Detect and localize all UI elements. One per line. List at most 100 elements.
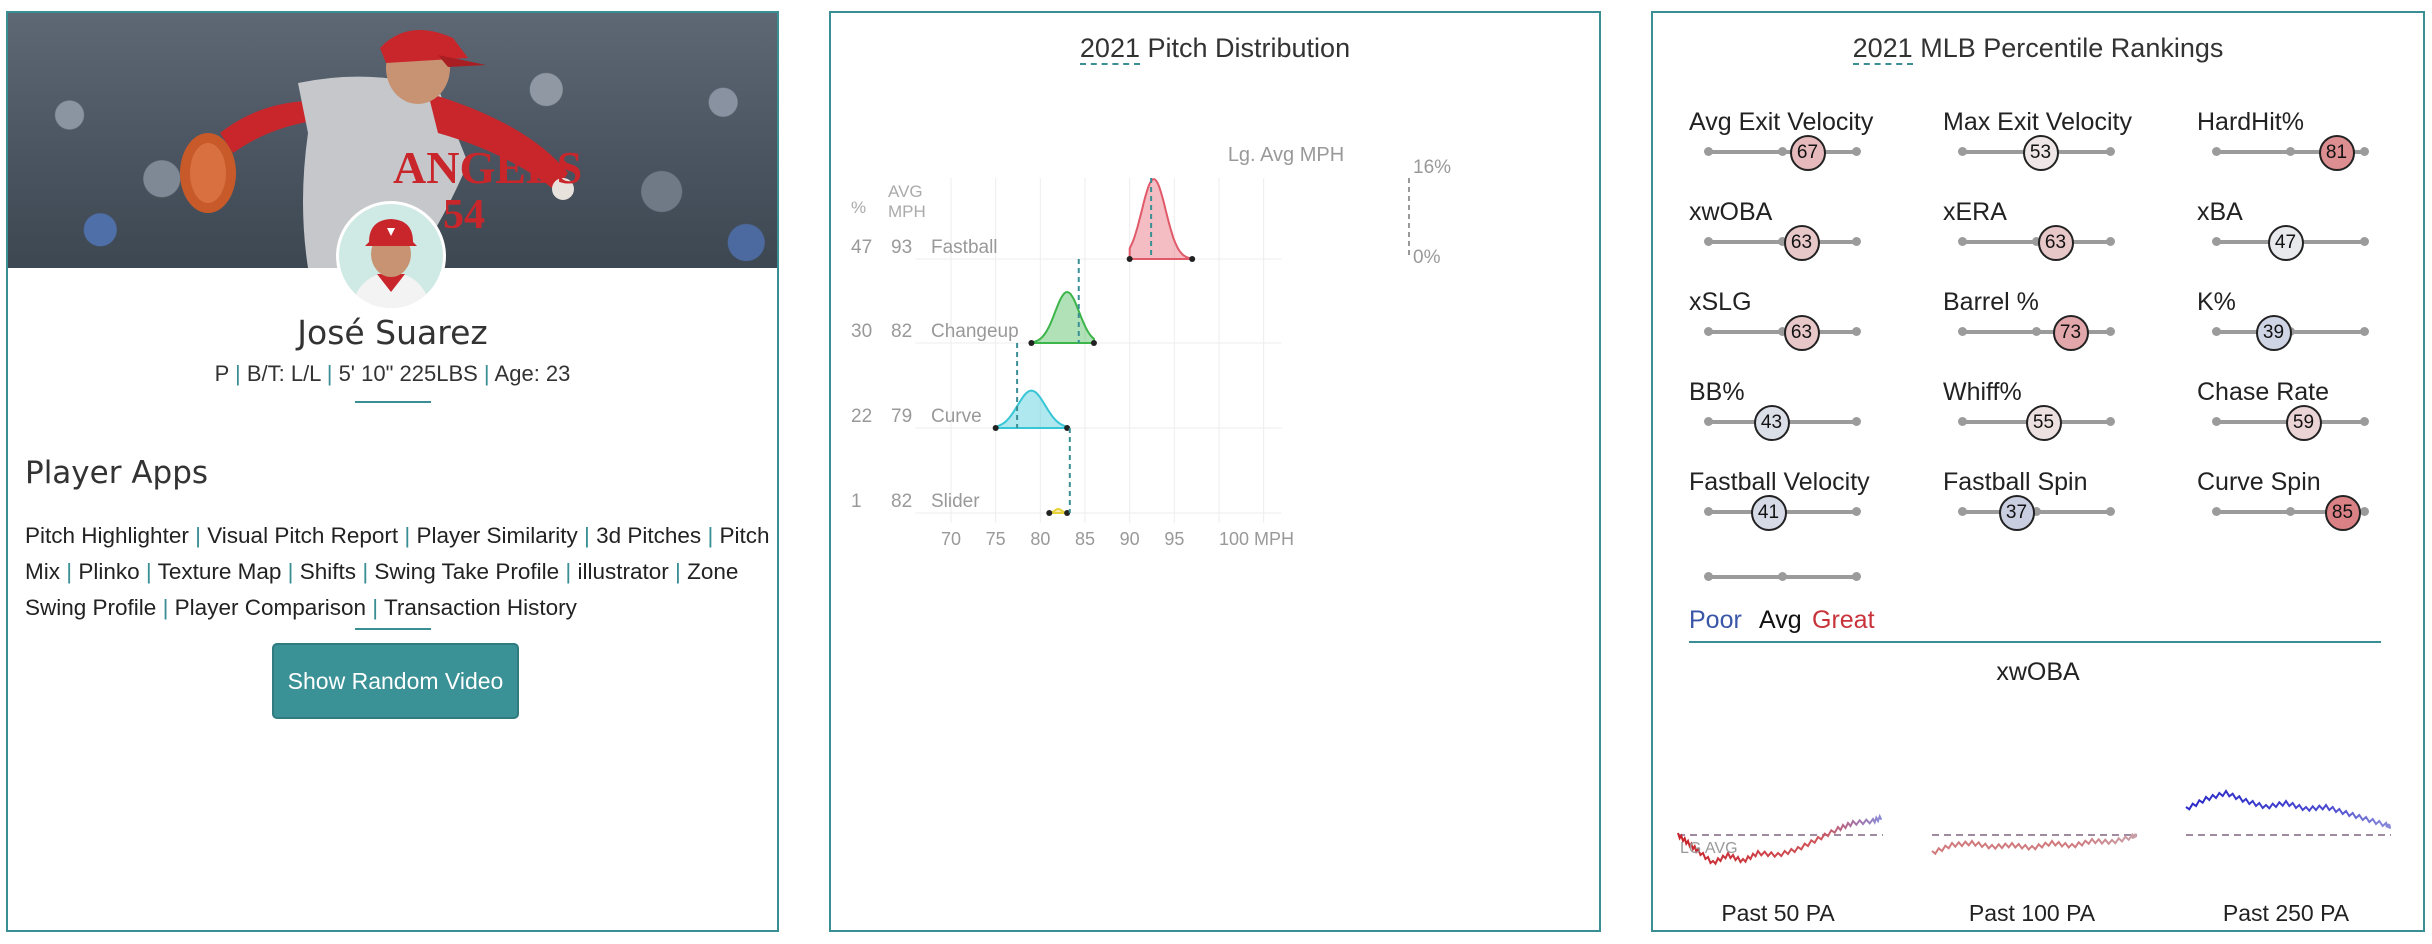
pitch-distribution-title: 2021 Pitch Distribution <box>1079 33 1351 65</box>
range-endpoint <box>1064 510 1071 516</box>
pitch-avg-mph: 93 <box>891 237 912 258</box>
metric-track-dot <box>1778 147 1787 156</box>
app-link-pitch-highlighter[interactable]: Pitch Highlighter <box>25 523 189 548</box>
metric-k-[interactable]: K% 39 <box>2197 288 2432 368</box>
show-random-video-button[interactable]: Show Random Video <box>272 643 519 719</box>
app-link-player-similarity[interactable]: Player Similarity <box>416 523 578 548</box>
x-tick-label: 100 MPH <box>1219 529 1294 549</box>
metric-track-dot <box>2286 507 2295 516</box>
col-mph-header: MPH <box>888 202 926 221</box>
metric-percentile-bubble: 85 <box>2324 495 2361 531</box>
metric-percentile-bubble: 55 <box>2025 405 2062 441</box>
app-link-zone-swing-profile[interactable]: Zone Swing Profile <box>25 559 739 620</box>
window-label: Past 250 PA <box>2222 900 2350 926</box>
app-link-player-comparison[interactable]: Player Comparison <box>174 595 366 620</box>
metric-track-dot <box>1958 237 1967 246</box>
metric-track-dot <box>2212 147 2221 156</box>
metric-percentile-bubble: 59 <box>2285 405 2322 441</box>
avatar <box>336 201 446 311</box>
app-link-swing-take-profile[interactable]: Swing Take Profile <box>374 559 560 584</box>
col-pct-header: % <box>851 198 866 217</box>
window-label: Past 50 PA <box>1721 900 1835 926</box>
percentile-rankings-panel: 2021 MLB Percentile Rankings Avg Exit Ve… <box>1651 11 2425 932</box>
pitch-name: Curve <box>931 406 982 427</box>
range-endpoint <box>1189 256 1196 262</box>
metric-bb-[interactable]: BB% 43 <box>1689 378 1939 458</box>
pitch-name: Slider <box>931 491 980 512</box>
pitch-avg-mph: 82 <box>891 321 912 342</box>
pitch-pct: 30 <box>851 321 872 342</box>
metric-label: Max Exit Velocity <box>1943 108 2132 136</box>
year-selector[interactable]: 2021 <box>1079 33 1140 65</box>
x-tick-label: 85 <box>1075 529 1095 549</box>
metric-percentile-bubble: 67 <box>1789 135 1826 171</box>
metric-track-dot <box>2360 417 2369 426</box>
metric-xba[interactable]: xBA 47 <box>2197 198 2432 278</box>
metric-track-dot <box>1704 147 1713 156</box>
metric-track-dot <box>2360 237 2369 246</box>
app-link-plinko[interactable]: Plinko <box>78 559 140 584</box>
metric-xwoba[interactable]: xwOBA 63 <box>1689 198 1939 278</box>
metric-track-dot <box>2360 507 2369 516</box>
metric-label: Curve Spin <box>2197 468 2321 496</box>
metric-track-dot <box>1704 327 1713 336</box>
metric-hardhit-[interactable]: HardHit% 81 <box>2197 108 2432 188</box>
metric-track-dot <box>1852 417 1861 426</box>
range-endpoint <box>1046 510 1053 516</box>
player-apps-list: Pitch Highlighter | Visual Pitch Report … <box>25 523 770 620</box>
metric-fastball-velocity[interactable]: Fastball Velocity 41 <box>1689 468 1939 548</box>
legend-slider <box>1689 533 1939 613</box>
divider <box>1689 641 2381 643</box>
x-tick-label: 75 <box>986 529 1006 549</box>
app-link-transaction-history[interactable]: Transaction History <box>383 595 577 620</box>
metric-track-dot <box>2212 237 2221 246</box>
pitch-density-changeup <box>1030 290 1095 344</box>
metric-percentile-bubble: 41 <box>1750 495 1787 531</box>
metric-xera[interactable]: xERA 63 <box>1943 198 2193 278</box>
metric-track-dot <box>2212 327 2221 336</box>
metric-percentile-bubble: 39 <box>2255 315 2292 351</box>
metric-percentile-bubble: 63 <box>1783 315 1820 351</box>
range-endpoint <box>1028 340 1035 346</box>
metric-label: xwOBA <box>1689 198 1773 226</box>
xwoba-rolling-title: xwOBA <box>1996 658 2080 686</box>
metric-percentile-bubble: 43 <box>1753 405 1790 441</box>
app-link-illustrator[interactable]: illustrator <box>577 559 669 584</box>
metric-track-dot <box>1852 327 1861 336</box>
app-link-texture-map[interactable]: Texture Map <box>157 559 282 584</box>
metric-percentile-bubble: 81 <box>2318 135 2355 171</box>
metric-track-dot <box>1852 147 1861 156</box>
metric-fastball-spin[interactable]: Fastball Spin 37 <box>1943 468 2193 548</box>
metric-xslg[interactable]: xSLG 63 <box>1689 288 1939 368</box>
metric-avg-exit-velocity[interactable]: Avg Exit Velocity 67 <box>1689 108 1939 188</box>
metric-label: Chase Rate <box>2197 378 2330 406</box>
range-endpoint <box>992 425 999 431</box>
metric-max-exit-velocity[interactable]: Max Exit Velocity 53 <box>1943 108 2193 188</box>
xwoba-rolling-line <box>1677 813 1883 866</box>
metric-label: BB% <box>1689 378 1745 406</box>
metric-track-dot <box>1778 237 1787 246</box>
app-link-pitch-mix[interactable]: Pitch Mix <box>25 523 770 584</box>
lg-avg-label: Lg. Avg MPH <box>1228 144 1344 166</box>
app-link-shifts[interactable]: Shifts <box>299 559 357 584</box>
app-link-visual-pitch-report[interactable]: Visual Pitch Report <box>207 523 399 548</box>
app-link-3d-pitches[interactable]: 3d Pitches <box>596 523 702 548</box>
metric-label: xBA <box>2197 198 2243 226</box>
xwoba-rolling-charts: LG AVG <box>1677 789 2392 866</box>
year-selector[interactable]: 2021 <box>1852 33 1913 65</box>
legend-avg: Avg <box>1759 606 1802 634</box>
range-endpoint <box>1090 340 1097 346</box>
player-name: José Suarez <box>297 313 488 352</box>
x-tick-label: 90 <box>1120 529 1140 549</box>
metric-percentile-bubble: 47 <box>2267 225 2304 261</box>
metric-whiff-[interactable]: Whiff% 55 <box>1943 378 2193 458</box>
metric-track-dot <box>1958 147 1967 156</box>
pitch-pct: 47 <box>851 237 872 258</box>
metric-curve-spin[interactable]: Curve Spin 85 <box>2197 468 2432 548</box>
xwoba-rolling-line <box>2185 789 2392 829</box>
metric-barrel-[interactable]: Barrel % 73 <box>1943 288 2193 368</box>
metric-label: HardHit% <box>2197 108 2304 136</box>
metric-chase-rate[interactable]: Chase Rate 59 <box>2197 378 2432 458</box>
metric-track-dot <box>2106 507 2115 516</box>
lg-avg-label: LG AVG <box>1680 840 1738 857</box>
